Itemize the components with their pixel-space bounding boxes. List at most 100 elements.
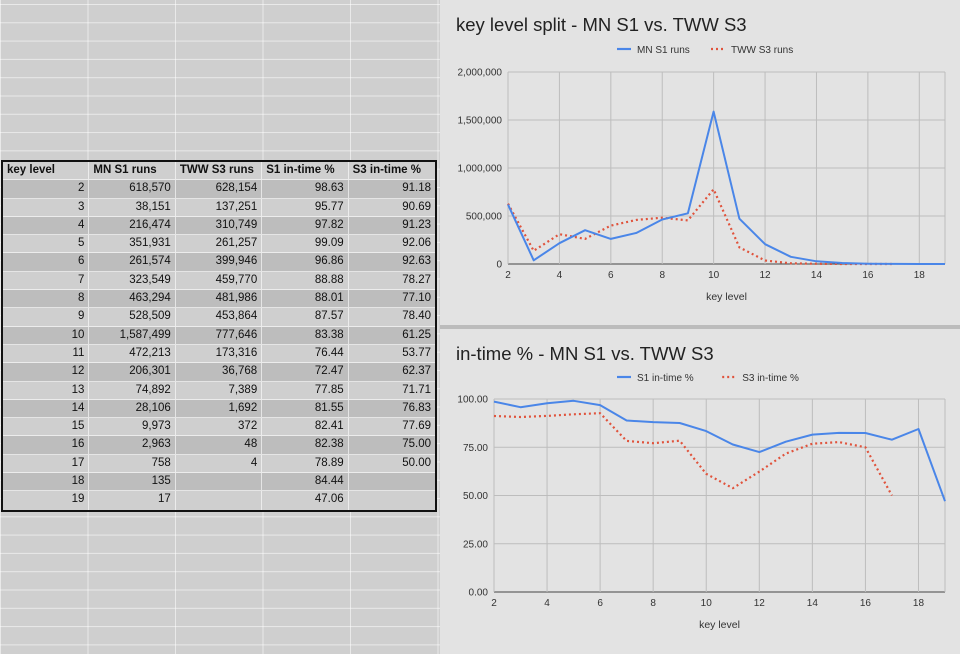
table-cell[interactable]: 758 <box>89 454 176 473</box>
table-cell[interactable]: 36,768 <box>176 363 263 381</box>
chart-key-level-split[interactable]: key level split - MN S1 vs. TWW S3 MN S1… <box>440 0 960 325</box>
table-cell[interactable]: 77.69 <box>402 420 432 433</box>
table-cell[interactable]: 459,770 <box>176 271 263 290</box>
table-cell[interactable]: 62.37 <box>402 365 432 378</box>
table-cell[interactable]: 7,389 <box>176 381 263 399</box>
table-cell[interactable]: 84.44 <box>262 473 349 491</box>
table-cell[interactable]: 2,963 <box>89 436 176 454</box>
table-cell[interactable]: 98.63 <box>262 180 349 198</box>
table-cell[interactable]: 206,301 <box>89 363 176 381</box>
table-cell[interactable]: 78.40 <box>402 310 432 323</box>
table-cell[interactable]: 97.82 <box>262 216 349 235</box>
table-cell[interactable]: 72.47 <box>262 363 349 381</box>
table-cell[interactable]: 7 <box>3 271 90 290</box>
table-cell[interactable]: 9 <box>3 308 90 326</box>
table-cell[interactable]: 50.00 <box>402 456 432 469</box>
table-cell[interactable]: 15 <box>3 418 90 436</box>
table-cell[interactable]: 261,257 <box>176 235 263 253</box>
table-cell[interactable]: 96.86 <box>262 253 349 271</box>
table-cell[interactable]: 135 <box>89 473 176 491</box>
column-header[interactable]: S1 in-time % <box>262 162 349 180</box>
table-cell[interactable]: 78.89 <box>262 454 349 473</box>
table-cell[interactable]: 628,154 <box>176 180 263 198</box>
table-cell[interactable]: 91.18 <box>402 182 432 195</box>
table-cell[interactable]: 261,574 <box>89 253 176 271</box>
chart-in-time-percent[interactable]: in-time % - MN S1 vs. TWW S3 S1 in-time … <box>440 329 960 654</box>
table-cell[interactable]: 5 <box>3 235 90 253</box>
table-cell[interactable]: 38,151 <box>89 198 176 216</box>
table-cell[interactable]: 1,692 <box>176 399 263 418</box>
table-cell[interactable]: 48 <box>176 436 263 454</box>
table-cell[interactable]: 323,549 <box>89 271 176 290</box>
table-cell[interactable] <box>349 473 435 490</box>
table-cell[interactable]: 76.44 <box>262 344 349 363</box>
column-header[interactable]: MN S1 runs <box>89 162 176 180</box>
table-cell[interactable]: 351,931 <box>89 235 176 253</box>
table-cell[interactable]: 777,646 <box>176 326 263 344</box>
column-header[interactable]: TWW S3 runs <box>176 162 263 180</box>
table-cell[interactable] <box>176 491 263 510</box>
table-cell[interactable]: 83.38 <box>262 326 349 344</box>
table-cell[interactable]: 618,570 <box>89 180 176 198</box>
table-cell[interactable]: 8 <box>3 290 90 308</box>
table-cell[interactable] <box>349 491 435 509</box>
table-cell[interactable]: 9,973 <box>89 418 176 436</box>
table-cell[interactable]: 18 <box>3 473 90 491</box>
table-cell[interactable]: 77.85 <box>262 381 349 399</box>
table-cell[interactable]: 453,864 <box>176 308 263 326</box>
table-cell[interactable]: 137,251 <box>176 198 263 216</box>
table-cell[interactable] <box>176 473 263 491</box>
table-cell[interactable]: 71.71 <box>402 383 432 396</box>
table-cell[interactable]: 399,946 <box>176 253 263 271</box>
table-cell[interactable]: 216,474 <box>89 216 176 235</box>
table-cell[interactable]: 88.88 <box>262 271 349 290</box>
table-cell[interactable]: 90.69 <box>402 200 432 213</box>
table-cell[interactable]: 4 <box>3 216 90 235</box>
table-cell[interactable]: 2 <box>3 180 90 198</box>
table-cell[interactable]: 87.57 <box>262 308 349 326</box>
table-cell[interactable]: 92.63 <box>402 255 432 268</box>
table-cell[interactable]: 10 <box>3 326 90 344</box>
table-cell[interactable]: 372 <box>176 418 263 436</box>
table-cell[interactable]: 82.38 <box>262 436 349 454</box>
table-cell[interactable]: 13 <box>3 381 90 399</box>
x-tick-label: 10 <box>708 270 720 281</box>
table-cell[interactable]: 77.10 <box>402 292 432 305</box>
table-cell[interactable]: 310,749 <box>176 216 263 235</box>
table-cell[interactable]: 92.06 <box>402 237 432 250</box>
table-cell[interactable]: 95.77 <box>262 198 349 216</box>
table-cell[interactable]: 53.77 <box>402 346 432 359</box>
table-cell[interactable]: 528,509 <box>89 308 176 326</box>
table-cell[interactable]: 74,892 <box>89 381 176 399</box>
table-cell[interactable]: 481,986 <box>176 290 263 308</box>
table-cell[interactable]: 17 <box>3 454 90 473</box>
table-cell[interactable]: 16 <box>3 436 90 454</box>
table-cell[interactable]: 17 <box>89 491 176 510</box>
table-cell[interactable]: 472,213 <box>89 344 176 363</box>
table-cell[interactable]: 19 <box>3 491 90 510</box>
table-cell[interactable]: 91.23 <box>402 218 432 231</box>
table-cell[interactable]: 28,106 <box>89 399 176 418</box>
table-cell[interactable]: 82.41 <box>262 418 349 436</box>
table-cell[interactable]: 3 <box>3 198 90 216</box>
table-cell[interactable]: 173,316 <box>176 344 263 363</box>
table-cell[interactable]: 4 <box>176 454 263 473</box>
table-cell[interactable]: 61.25 <box>402 328 432 341</box>
x-tick-label: 4 <box>544 598 550 609</box>
table-cell[interactable]: 75.00 <box>402 438 432 451</box>
table-cell[interactable]: 12 <box>3 363 90 381</box>
table-row: 10 1,587,499 777,646 83.38 61.25 <box>3 326 435 345</box>
table-cell[interactable]: 88.01 <box>262 290 349 308</box>
table-cell[interactable]: 99.09 <box>262 235 349 253</box>
table-cell[interactable]: 14 <box>3 399 90 418</box>
table-cell[interactable]: 11 <box>3 344 90 363</box>
table-cell[interactable]: 1,587,499 <box>89 326 176 344</box>
table-cell[interactable]: 81.55 <box>262 399 349 418</box>
table-cell[interactable]: 47.06 <box>262 491 349 510</box>
table-cell[interactable]: 463,294 <box>89 290 176 308</box>
column-header[interactable]: S3 in-time % <box>352 164 422 176</box>
column-header[interactable]: key level <box>3 162 90 180</box>
table-cell[interactable]: 76.83 <box>402 401 432 414</box>
table-cell[interactable]: 78.27 <box>402 273 432 286</box>
table-cell[interactable]: 6 <box>3 253 90 271</box>
